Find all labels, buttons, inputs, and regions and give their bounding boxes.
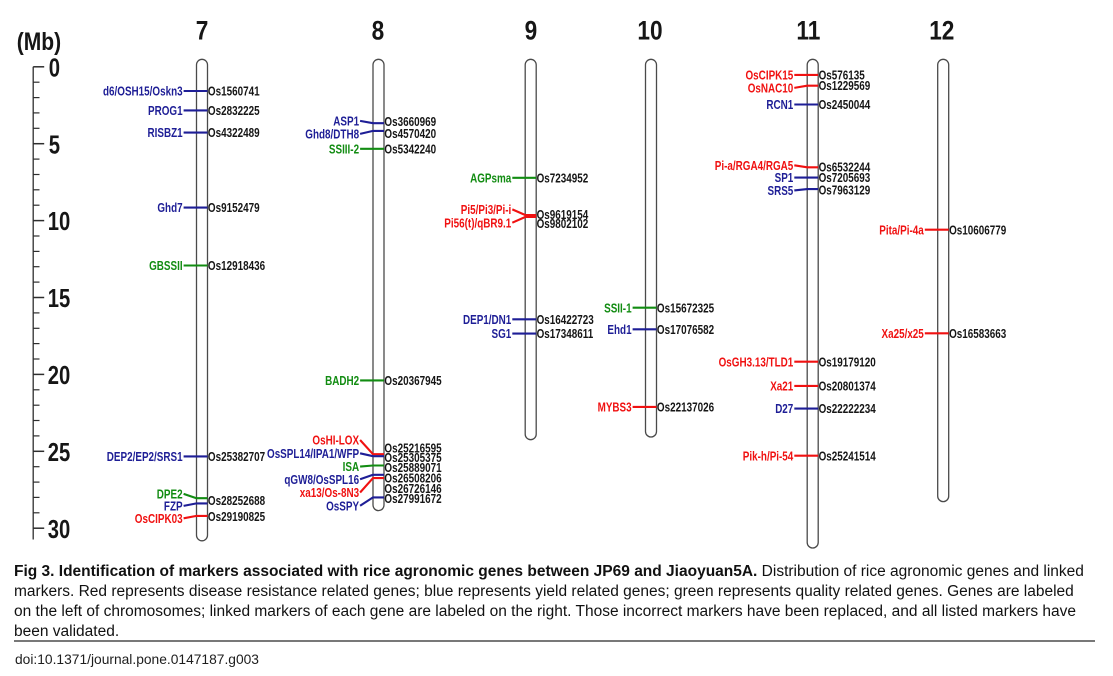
svg-text:BADH2: BADH2: [325, 373, 359, 388]
svg-text:d6/OSH15/Oskn3: d6/OSH15/Oskn3: [103, 84, 183, 99]
svg-text:GBSSII: GBSSII: [149, 258, 183, 273]
svg-text:10: 10: [48, 206, 71, 236]
svg-text:Os12918436: Os12918436: [208, 258, 265, 273]
svg-text:Os5342240: Os5342240: [384, 141, 436, 156]
svg-text:Os17348611: Os17348611: [537, 326, 594, 341]
svg-text:Os1229569: Os1229569: [819, 78, 871, 93]
svg-text:OsSPY: OsSPY: [326, 498, 359, 513]
svg-text:Os7234952: Os7234952: [537, 170, 589, 185]
svg-text:Os19179120: Os19179120: [819, 354, 876, 369]
svg-text:Os7963129: Os7963129: [819, 182, 871, 197]
svg-text:Os29190825: Os29190825: [208, 509, 265, 524]
svg-text:AGPsma: AGPsma: [470, 170, 512, 185]
svg-text:Os4570420: Os4570420: [384, 126, 436, 141]
svg-text:OsGH3.13/TLD1: OsGH3.13/TLD1: [719, 354, 794, 369]
svg-text:SSII-1: SSII-1: [604, 300, 632, 315]
svg-text:Os22137026: Os22137026: [657, 400, 714, 415]
svg-text:Ghd7: Ghd7: [157, 200, 182, 215]
svg-text:8: 8: [372, 15, 385, 45]
svg-text:RISBZ1: RISBZ1: [148, 125, 183, 140]
svg-text:Os6532244: Os6532244: [819, 159, 871, 174]
svg-text:Os20801374: Os20801374: [819, 379, 877, 394]
svg-text:Os9802102: Os9802102: [537, 216, 589, 231]
svg-text:MYBS3: MYBS3: [598, 400, 632, 415]
svg-text:Os26508206: Os26508206: [384, 470, 441, 485]
svg-text:Os27991672: Os27991672: [384, 491, 441, 506]
svg-text:Xa25/x25: Xa25/x25: [882, 326, 924, 341]
svg-text:Pi5/Pi3/Pi-i: Pi5/Pi3/Pi-i: [461, 202, 512, 217]
svg-text:OsCIPK15: OsCIPK15: [746, 68, 794, 83]
svg-text:Os28252688: Os28252688: [208, 493, 265, 508]
svg-text:SSIII-2: SSIII-2: [329, 141, 359, 156]
svg-text:ASP1: ASP1: [333, 114, 359, 129]
svg-text:Os7205693: Os7205693: [819, 170, 871, 185]
svg-text:Os9619154: Os9619154: [537, 207, 589, 222]
svg-text:9: 9: [525, 15, 538, 45]
svg-text:Os3660969: Os3660969: [384, 114, 436, 129]
svg-text:(Mb): (Mb): [17, 28, 61, 56]
svg-text:xa13/Os-8N3: xa13/Os-8N3: [300, 485, 359, 500]
svg-text:ISA: ISA: [343, 459, 360, 474]
svg-text:FZP: FZP: [164, 499, 183, 514]
svg-text:Os25305375: Os25305375: [384, 450, 441, 465]
svg-text:OsHI-LOX: OsHI-LOX: [312, 433, 359, 448]
svg-text:Os15672325: Os15672325: [657, 300, 714, 315]
svg-text:20: 20: [48, 360, 71, 390]
svg-text:Xa21: Xa21: [770, 379, 793, 394]
svg-text:OsNAC10: OsNAC10: [748, 81, 794, 96]
svg-text:OsCIPK03: OsCIPK03: [135, 511, 183, 526]
svg-text:Os9152479: Os9152479: [208, 200, 260, 215]
svg-text:Pik-h/Pi-54: Pik-h/Pi-54: [743, 448, 794, 463]
svg-text:D27: D27: [775, 401, 793, 416]
svg-text:11: 11: [796, 15, 820, 45]
svg-text:10: 10: [637, 15, 662, 45]
svg-text:Os16583663: Os16583663: [949, 326, 1006, 341]
svg-text:Os25216595: Os25216595: [384, 440, 441, 455]
svg-text:PROG1: PROG1: [148, 103, 183, 118]
svg-text:Os16422723: Os16422723: [537, 312, 594, 327]
svg-text:12: 12: [929, 15, 954, 45]
svg-text:Os22222234: Os22222234: [819, 401, 877, 416]
svg-text:0: 0: [49, 52, 60, 82]
svg-text:RCN1: RCN1: [766, 97, 793, 112]
svg-text:SG1: SG1: [492, 326, 512, 341]
svg-text:DEP1/DN1: DEP1/DN1: [463, 312, 511, 327]
svg-text:Os25889071: Os25889071: [384, 460, 441, 475]
svg-text:30: 30: [48, 514, 71, 544]
svg-text:Pita/Pi-4a: Pita/Pi-4a: [879, 222, 924, 237]
svg-text:Os26726146: Os26726146: [384, 481, 441, 496]
svg-text:DEP2/EP2/SRS1: DEP2/EP2/SRS1: [107, 449, 183, 464]
svg-text:7: 7: [196, 15, 209, 45]
svg-text:Os17076582: Os17076582: [657, 322, 714, 337]
svg-text:25: 25: [48, 437, 71, 467]
svg-text:Os25382707: Os25382707: [208, 449, 265, 464]
svg-text:Os4322489: Os4322489: [208, 125, 260, 140]
svg-text:Os2450044: Os2450044: [819, 97, 871, 112]
svg-text:Os2832225: Os2832225: [208, 103, 260, 118]
svg-text:Ehd1: Ehd1: [607, 322, 631, 337]
svg-text:Os20367945: Os20367945: [384, 373, 441, 388]
svg-text:qGW8/OsSPL16: qGW8/OsSPL16: [284, 472, 359, 487]
svg-text:5: 5: [49, 129, 60, 159]
svg-text:Pi56(t)/qBR9.1: Pi56(t)/qBR9.1: [444, 215, 511, 230]
svg-text:Pi-a/RGA4/RGA5: Pi-a/RGA4/RGA5: [715, 158, 794, 173]
svg-text:DPE2: DPE2: [157, 487, 183, 502]
svg-text:Ghd8/DTH8: Ghd8/DTH8: [305, 127, 359, 142]
svg-text:OsSPL14/IPA1/WFP: OsSPL14/IPA1/WFP: [267, 446, 359, 461]
svg-text:Os10606779: Os10606779: [949, 222, 1006, 237]
svg-text:SP1: SP1: [775, 170, 794, 185]
svg-text:Os1560741: Os1560741: [208, 84, 260, 99]
svg-text:Os576135: Os576135: [819, 68, 865, 83]
svg-text:15: 15: [48, 283, 71, 313]
svg-text:SRS5: SRS5: [768, 183, 794, 198]
svg-text:Os25241514: Os25241514: [819, 448, 877, 463]
